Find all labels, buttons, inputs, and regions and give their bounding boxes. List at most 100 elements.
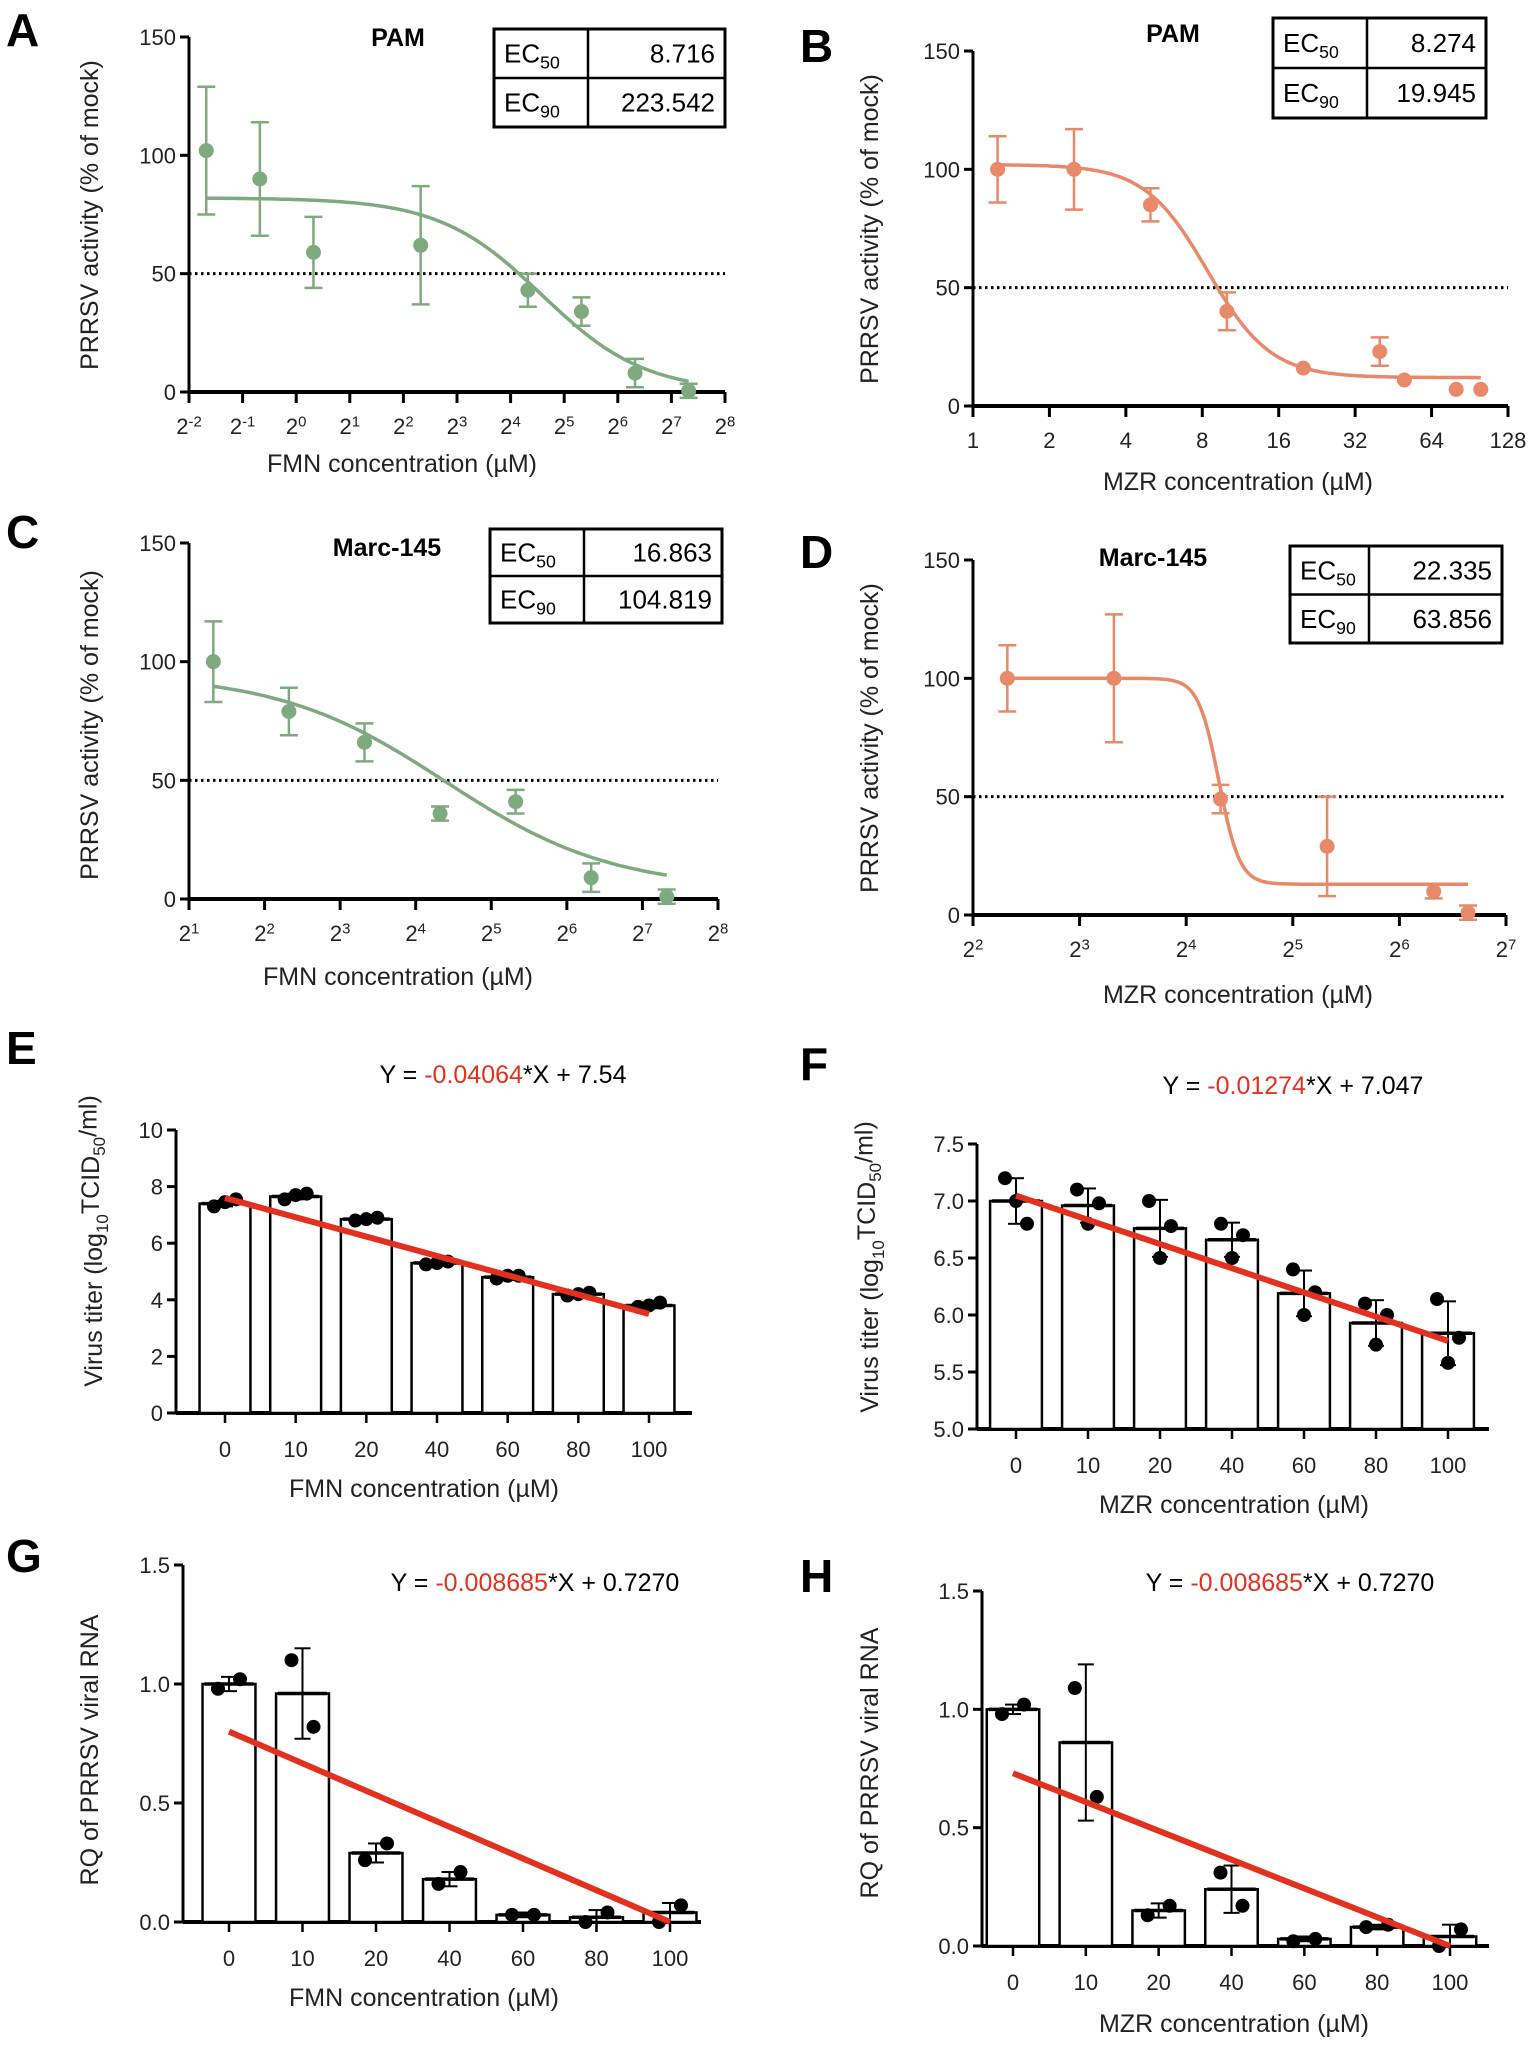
x-axis-label: MZR concentration (µM) — [1103, 981, 1373, 1009]
x-tick-label: 10 — [283, 1437, 307, 1462]
data-point — [198, 143, 214, 159]
bar — [1060, 1204, 1116, 1431]
data-point — [1219, 303, 1235, 319]
replicate-point — [211, 1681, 225, 1696]
fit-curve — [1007, 676, 1468, 886]
x-tick-label: 80 — [1364, 1453, 1388, 1478]
replicate-point — [578, 1915, 593, 1929]
x-axis-label: MZR concentration (µM) — [1099, 2010, 1369, 2038]
y-tick-label: 50 — [936, 276, 960, 301]
equation-prefix: Y = — [1146, 1569, 1191, 1597]
data-point — [413, 237, 429, 253]
ec-value: 104.819 — [618, 585, 712, 615]
replicate-point — [642, 1298, 656, 1313]
equation-slope: -0.008685 — [435, 1569, 548, 1597]
replicate-point — [1454, 1922, 1468, 1937]
y-tick-label: 5.0 — [933, 1417, 964, 1442]
x-tick-label: 100 — [652, 1946, 689, 1971]
x-tick-label: 28 — [708, 921, 729, 946]
x-tick-label: 27 — [661, 414, 682, 439]
y-tick-label: 150 — [139, 531, 176, 556]
data-point — [1295, 360, 1311, 376]
y-tick-label: 100 — [923, 666, 960, 691]
replicate-point — [1225, 1251, 1239, 1265]
y-axis-label: RQ of PRRSV viral RNA — [856, 1627, 884, 1898]
y-tick-label: 0.0 — [139, 1910, 170, 1935]
y-tick-label: 150 — [923, 39, 960, 64]
replicate-point — [207, 1199, 221, 1214]
panel-title: Marc-145 — [1099, 544, 1207, 572]
panel-letter: D — [800, 526, 833, 578]
y-tick-label: 50 — [936, 785, 960, 810]
x-tick-label: 1 — [967, 428, 979, 453]
data-point — [1319, 838, 1335, 854]
y-tick-label: 0.5 — [139, 1791, 170, 1816]
replicate-point — [288, 1188, 303, 1203]
ec-label: EC50 — [504, 39, 560, 73]
replicate-point — [1286, 1262, 1300, 1277]
data-point — [1066, 161, 1082, 177]
bar — [480, 1275, 535, 1415]
y-tick-label: 150 — [923, 548, 960, 573]
replicate-point — [998, 1171, 1012, 1186]
y-tick-label: 1.5 — [139, 1553, 170, 1578]
y-axis-label: Virus titer (log10TCID50/ml) — [850, 1121, 888, 1413]
replicate-point — [1286, 1934, 1301, 1949]
bar — [1058, 1741, 1114, 1948]
ec-label: EC90 — [504, 88, 560, 122]
x-tick-label: 0 — [219, 1437, 231, 1462]
regression-equation: Y = -0.008685*X + 0.7270 — [1146, 1569, 1435, 1597]
y-tick-label: 100 — [139, 143, 176, 168]
x-tick-label: 27 — [1496, 937, 1517, 962]
replicate-point — [431, 1876, 446, 1891]
data-point — [583, 870, 599, 886]
ec-value: 8.716 — [650, 39, 715, 69]
data-point — [999, 670, 1015, 686]
replicate-point — [1452, 1330, 1466, 1345]
y-tick-label: 0.0 — [938, 1934, 969, 1959]
x-tick-label: 25 — [481, 921, 502, 946]
replicate-point — [1140, 1908, 1155, 1923]
replicate-point — [1441, 1355, 1455, 1370]
replicate-point — [674, 1898, 688, 1913]
bar — [198, 1202, 252, 1415]
panel-title: PAM — [1146, 20, 1200, 48]
data-point — [681, 383, 697, 399]
x-tick-label: 100 — [1430, 1453, 1467, 1478]
data-point — [1372, 344, 1388, 360]
panel-title: Marc-145 — [333, 534, 441, 562]
x-tick-label: 64 — [1419, 428, 1443, 453]
replicate-point — [284, 1653, 299, 1668]
x-tick-label: 24 — [1176, 937, 1197, 962]
x-tick-label: 40 — [437, 1946, 461, 1971]
replicate-point — [1164, 1219, 1178, 1234]
x-tick-label: 20 — [1148, 1453, 1172, 1478]
y-tick-label: 10 — [139, 1118, 163, 1143]
x-axis-label: FMN concentration (µM) — [263, 963, 533, 991]
x-tick-label: 28 — [715, 414, 736, 439]
data-point — [1106, 670, 1122, 686]
x-tick-label: 100 — [631, 1437, 668, 1462]
y-tick-label: 0 — [151, 1401, 163, 1426]
y-tick-label: 0 — [948, 394, 960, 419]
x-tick-label: 20 — [364, 1946, 388, 1971]
replicate-point — [233, 1672, 247, 1687]
replicate-point — [1359, 1920, 1374, 1935]
replicate-point — [653, 1295, 667, 1310]
replicate-point — [1236, 1228, 1250, 1243]
y-axis-label: PRRSV activity (% of mock) — [76, 570, 104, 880]
panel-C: C 0 50 100 150 FMN concentration (µM) PRRSV ac… — [6, 506, 728, 991]
replicate-point — [1308, 1931, 1323, 1946]
replicate-point — [1092, 1196, 1106, 1211]
y-tick-label: 7.5 — [933, 1132, 964, 1157]
y-tick-label: 100 — [923, 157, 960, 182]
x-tick-label: 16 — [1266, 428, 1290, 453]
data-point — [356, 734, 372, 750]
y-tick-label: 6.0 — [933, 1303, 964, 1328]
replicate-point — [359, 1212, 374, 1227]
x-tick-label: 10 — [1076, 1453, 1100, 1478]
replicate-point — [348, 1213, 363, 1228]
bar — [348, 1851, 404, 1924]
fit-curve — [997, 163, 1481, 380]
replicate-point — [453, 1865, 468, 1880]
